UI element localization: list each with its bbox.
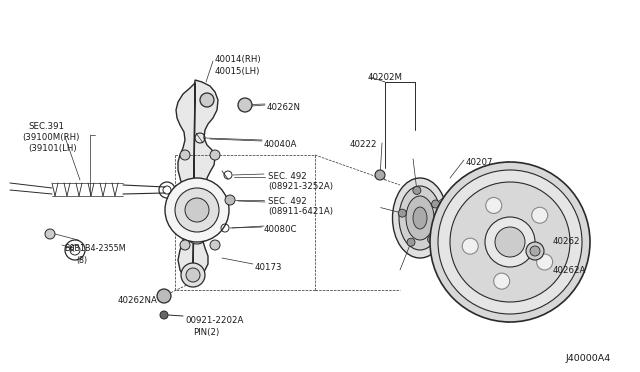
Circle shape xyxy=(450,182,570,302)
Text: 40262NA: 40262NA xyxy=(118,296,158,305)
Text: 40015(LH): 40015(LH) xyxy=(215,67,260,76)
Polygon shape xyxy=(176,80,218,282)
Text: R: R xyxy=(70,247,74,253)
Circle shape xyxy=(185,198,209,222)
Ellipse shape xyxy=(185,216,209,244)
Text: SEC.391: SEC.391 xyxy=(28,122,64,131)
Ellipse shape xyxy=(504,164,512,320)
Circle shape xyxy=(210,240,220,250)
Text: 40040A: 40040A xyxy=(264,140,298,149)
Ellipse shape xyxy=(503,162,513,322)
Circle shape xyxy=(532,207,548,223)
Text: 40222: 40222 xyxy=(350,140,378,149)
Circle shape xyxy=(186,268,200,282)
Text: 40014(RH): 40014(RH) xyxy=(215,55,262,64)
Circle shape xyxy=(431,200,440,208)
Circle shape xyxy=(200,93,214,107)
Circle shape xyxy=(210,150,220,160)
Circle shape xyxy=(398,209,406,217)
Circle shape xyxy=(181,263,205,287)
Text: SEC. 492: SEC. 492 xyxy=(268,197,307,206)
Circle shape xyxy=(486,198,502,214)
Circle shape xyxy=(413,186,421,195)
Circle shape xyxy=(175,188,219,232)
Text: J40000A4: J40000A4 xyxy=(566,354,611,363)
Circle shape xyxy=(45,229,55,239)
Circle shape xyxy=(438,170,582,314)
Text: (39101(LH): (39101(LH) xyxy=(28,144,77,153)
Circle shape xyxy=(165,178,229,242)
Circle shape xyxy=(493,273,509,289)
Ellipse shape xyxy=(413,207,427,229)
Circle shape xyxy=(485,217,535,267)
Ellipse shape xyxy=(406,196,434,240)
Circle shape xyxy=(157,289,171,303)
Text: 40262A: 40262A xyxy=(553,266,586,275)
Text: 40207: 40207 xyxy=(466,158,493,167)
Ellipse shape xyxy=(399,186,441,250)
Text: PIN(2): PIN(2) xyxy=(193,328,220,337)
Text: (8): (8) xyxy=(76,256,87,265)
Circle shape xyxy=(428,235,436,243)
Text: (08921-3252A): (08921-3252A) xyxy=(268,182,333,191)
Circle shape xyxy=(225,195,235,205)
Circle shape xyxy=(430,162,590,322)
Circle shape xyxy=(462,238,478,254)
Circle shape xyxy=(375,170,385,180)
Text: 40080C: 40080C xyxy=(264,225,298,234)
Text: SEC. 492: SEC. 492 xyxy=(268,172,307,181)
Text: 00921-2202A: 00921-2202A xyxy=(185,316,243,325)
Text: (39100M(RH): (39100M(RH) xyxy=(22,133,79,142)
Text: 40262: 40262 xyxy=(553,237,580,246)
Text: B0B1B4-2355M: B0B1B4-2355M xyxy=(64,244,125,253)
Circle shape xyxy=(238,98,252,112)
Circle shape xyxy=(407,238,415,246)
Circle shape xyxy=(180,240,190,250)
Text: 40173: 40173 xyxy=(255,263,282,272)
Text: 40262N: 40262N xyxy=(267,103,301,112)
Circle shape xyxy=(180,150,190,160)
Text: 40202M: 40202M xyxy=(368,73,403,82)
Circle shape xyxy=(526,242,544,260)
Circle shape xyxy=(530,246,540,256)
Text: (08911-6421A): (08911-6421A) xyxy=(268,207,333,216)
Ellipse shape xyxy=(392,178,447,258)
Circle shape xyxy=(160,311,168,319)
Circle shape xyxy=(537,254,553,270)
Circle shape xyxy=(495,227,525,257)
